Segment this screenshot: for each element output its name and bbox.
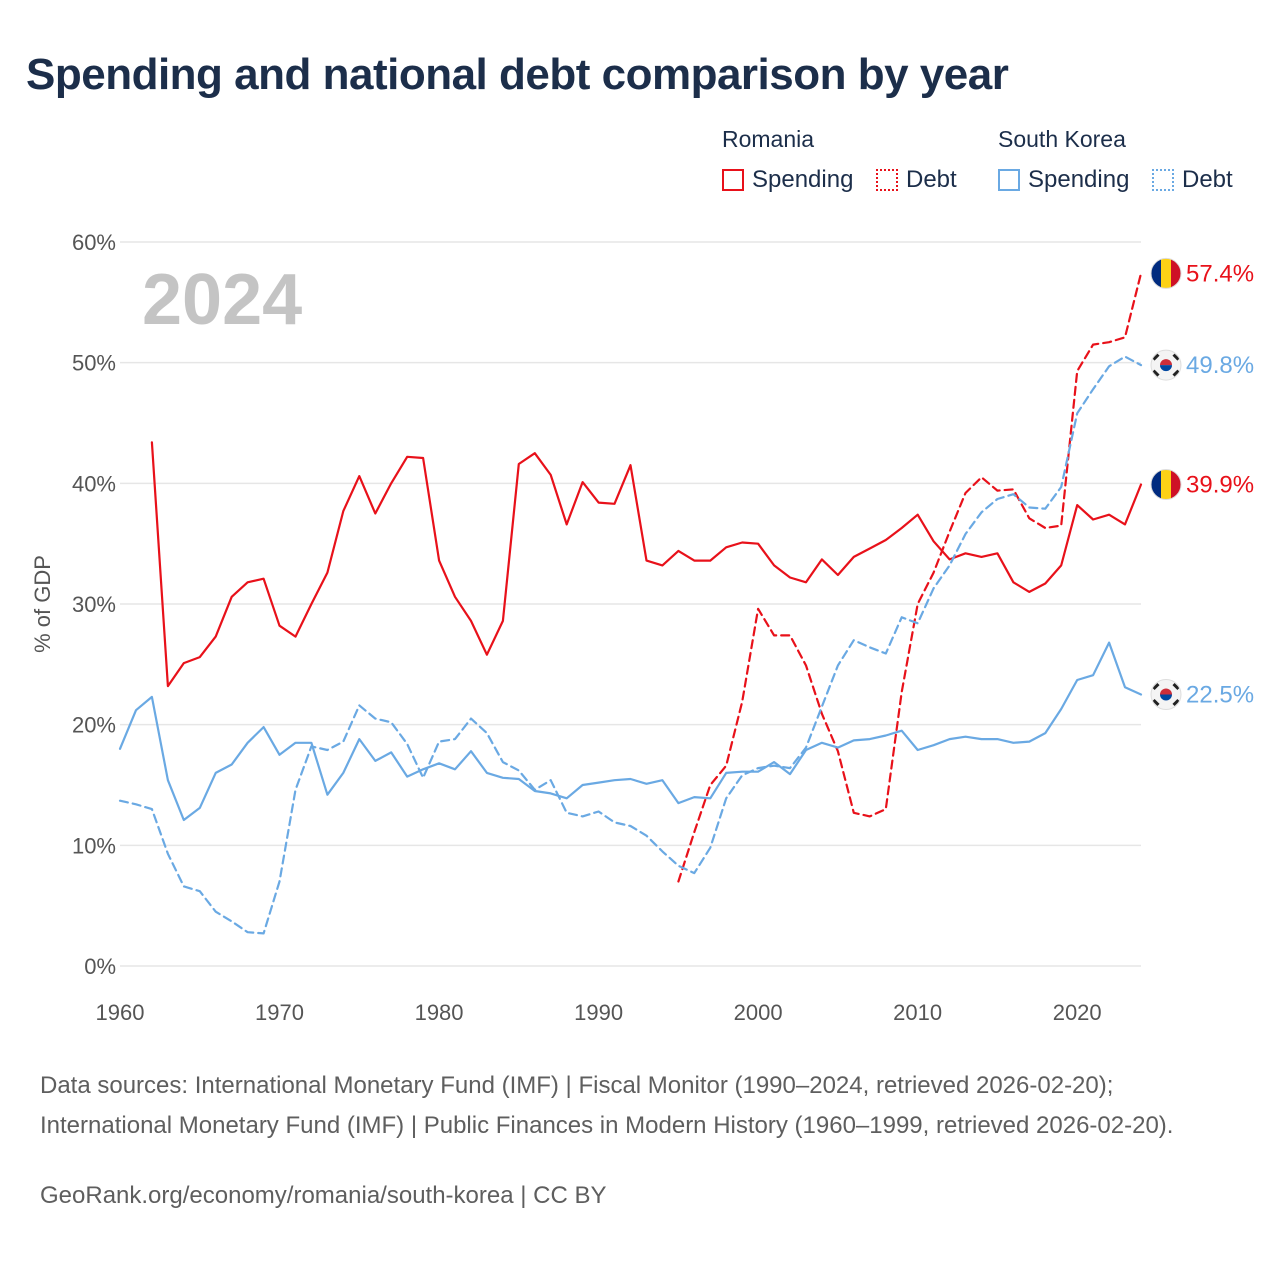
legend-label: Spending [1028, 166, 1130, 193]
attribution-link[interactable]: GeoRank.org/economy/romania/south-korea … [40, 1182, 607, 1209]
data-source-note: Data sources: International Monetary Fun… [40, 1072, 1174, 1139]
y-tick-label: 40% [72, 471, 116, 496]
end-label-layer: 39.9% 57.4% 22.5% 49.8% [1150, 257, 1254, 710]
legend-label: Spending [752, 166, 854, 193]
south-korea-flag-icon [1150, 349, 1182, 381]
x-tick-label: 2010 [893, 1000, 942, 1025]
y-tick-label: 60% [72, 230, 116, 255]
south-korea-debt-line [118, 355, 1143, 935]
line-chart: 0% 10% 20% 30% 40% 50% 60% 1960 1970 1980 1990 2000… [30, 230, 1254, 1025]
legend-romania-spending[interactable]: Spending [722, 166, 853, 194]
y-tick-label: 0% [84, 954, 116, 979]
year-watermark: 2024 [142, 260, 302, 340]
x-tick-label: 2000 [734, 1000, 783, 1025]
legend-romania-title: Romania [722, 126, 815, 152]
chart-title: Spending and national debt comparison by… [26, 50, 1009, 99]
legend-south-korea-spending[interactable]: Spending [998, 166, 1129, 194]
end-value-label: 22.5% [1186, 682, 1254, 709]
end-value-label: 49.8% [1186, 352, 1254, 379]
legend-romania-debt[interactable]: Debt [876, 166, 957, 194]
legend-solid-swatch [722, 169, 744, 191]
grid-layer [120, 241, 1141, 967]
y-tick-label: 30% [72, 592, 116, 617]
romania-flag-icon [1150, 257, 1182, 289]
legend-dotted-swatch [876, 169, 898, 191]
x-tick-label: 1990 [574, 1000, 623, 1025]
south-korea-flag-icon [1150, 679, 1182, 710]
romania-debt-line [677, 272, 1143, 883]
legend-label: Debt [1182, 166, 1233, 193]
series-layer [118, 272, 1143, 935]
legend-south-korea-debt[interactable]: Debt [1152, 166, 1233, 194]
end-value-label: 57.4% [1186, 260, 1254, 287]
y-tick-label: 50% [72, 351, 116, 376]
romania-spending-line [150, 441, 1143, 688]
legend-label: Debt [906, 166, 957, 193]
legend-solid-swatch [998, 169, 1020, 191]
legend-south-korea-title: South Korea [998, 126, 1126, 152]
x-tick-label: 2020 [1053, 1000, 1102, 1025]
y-tick-label: 10% [72, 833, 116, 858]
x-tick-label: 1980 [415, 1000, 464, 1025]
romania-flag-icon [1150, 469, 1182, 500]
end-value-label: 39.9% [1186, 472, 1254, 499]
tick-layer: 0% 10% 20% 30% 40% 50% 60% 1960 1970 1980 1990 2000… [72, 230, 1102, 1025]
y-axis-title: % of GDP [30, 555, 55, 653]
x-tick-label: 1970 [255, 1000, 304, 1025]
x-tick-label: 1960 [96, 1000, 145, 1025]
south-korea-spending-line [118, 641, 1143, 822]
y-tick-label: 20% [72, 713, 116, 738]
legend-dotted-swatch [1152, 169, 1174, 191]
